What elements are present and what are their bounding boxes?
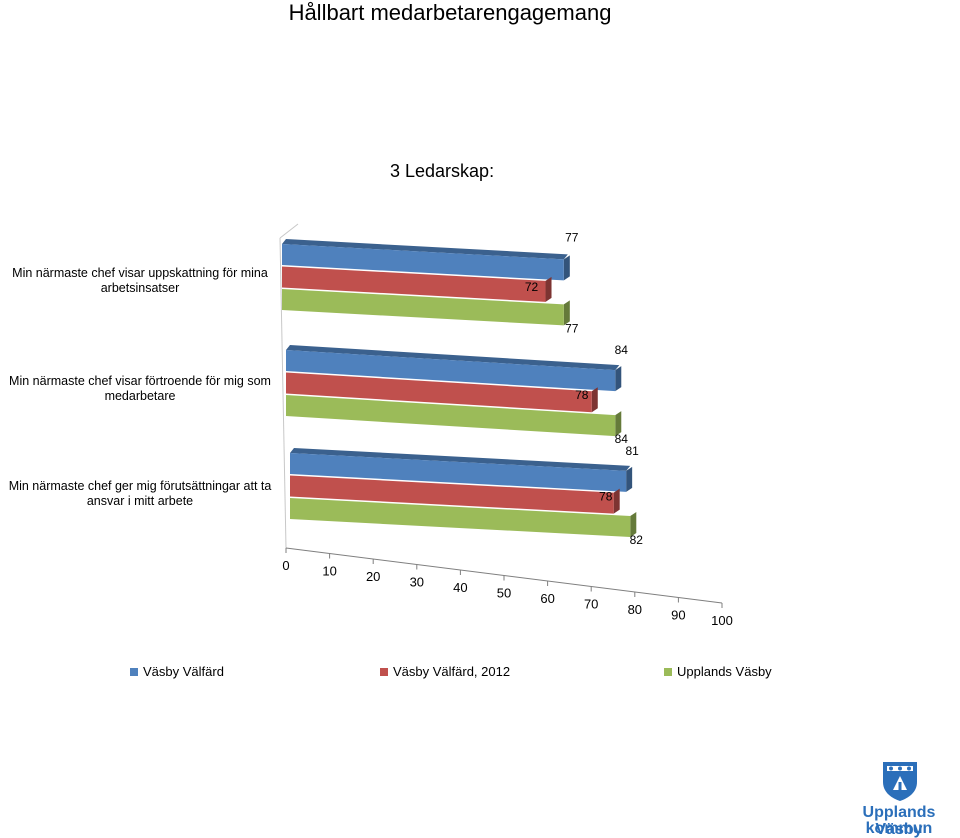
chart-title: 3 Ledarskap: [390, 161, 495, 181]
bar-3-cat-1 [282, 289, 564, 326]
page-title: Hållbart medarbetarengagemang [288, 0, 612, 25]
legend-label: Väsby Välfärd [143, 664, 224, 679]
bar-top-face [286, 345, 620, 371]
logo-text-line1: Upplands Väsby [862, 804, 936, 838]
x-tick-label: 80 [628, 602, 642, 617]
bar-end-face [563, 255, 570, 281]
bar-2-cat-3 [290, 475, 614, 514]
category-label-2: Min närmaste chef visar förtroende för m… [9, 374, 271, 403]
category-label-3: Min närmaste chef ger mig förutsättninga… [8, 479, 272, 508]
legend: Väsby Välfärd Väsby Välfärd, 2012 Upplan… [0, 664, 960, 682]
axis-wall-top [279, 223, 299, 239]
legend-swatch [664, 667, 672, 676]
bar-end-face [630, 512, 637, 538]
bar-2-cat-1 [282, 266, 546, 302]
x-tick-label: 0 [282, 558, 289, 573]
data-label: 78 [599, 490, 613, 504]
data-label: 77 [565, 230, 579, 244]
x-tick-label: 20 [366, 569, 380, 584]
coat-of-arms-icon [883, 762, 917, 801]
data-label: 81 [625, 444, 639, 458]
axis-wall [279, 237, 287, 549]
legend-item-vasby-valfard-2012: Väsby Välfärd, 2012 [380, 664, 510, 679]
legend-label: Upplands Väsby [677, 664, 772, 679]
bar-end-face [545, 276, 552, 302]
bar-end-face [615, 366, 622, 392]
legend-swatch [130, 667, 138, 676]
legend-item-vasby-valfard: Väsby Välfärd [130, 664, 224, 679]
x-tick-label: 100 [711, 613, 733, 628]
logo-text-line2: kommun [865, 820, 933, 837]
bar-3-cat-2 [286, 395, 616, 437]
x-tick-label: 70 [584, 597, 598, 612]
x-tick-label: 60 [540, 591, 554, 606]
data-label: 82 [630, 533, 644, 547]
legend-swatch [380, 667, 388, 676]
bar-1-cat-1 [282, 244, 564, 281]
legend-item-upplands-vasby: Upplands Väsby [664, 664, 772, 679]
bar-2-cat-2 [286, 372, 592, 413]
upplands-vasby-logo: Upplands Väsby kommun [838, 760, 960, 838]
data-label: 78 [575, 388, 589, 402]
data-label: 84 [615, 343, 629, 357]
bar-end-face [626, 466, 633, 492]
x-tick-label: 40 [453, 580, 467, 595]
category-label-1: Min närmaste chef visar uppskattning för… [12, 266, 268, 295]
data-label: 84 [615, 432, 629, 446]
data-label: 72 [525, 280, 539, 294]
x-tick-label: 50 [497, 586, 511, 601]
bar-1-cat-2 [286, 350, 616, 392]
legend-label: Väsby Välfärd, 2012 [393, 664, 511, 679]
x-tick-label: 30 [410, 575, 424, 590]
bar-top-face [282, 239, 568, 260]
bar-end-face [563, 300, 570, 326]
bar-3-cat-3 [290, 498, 631, 538]
bar-end-face [615, 411, 622, 437]
data-label: 77 [565, 321, 579, 335]
bar-1-cat-3 [290, 453, 627, 492]
bar-end-face [613, 488, 620, 514]
bar-top-face [290, 448, 631, 471]
bar-end-face [591, 387, 598, 413]
x-tick-label: 10 [322, 564, 336, 579]
x-tick-label: 90 [671, 608, 685, 623]
